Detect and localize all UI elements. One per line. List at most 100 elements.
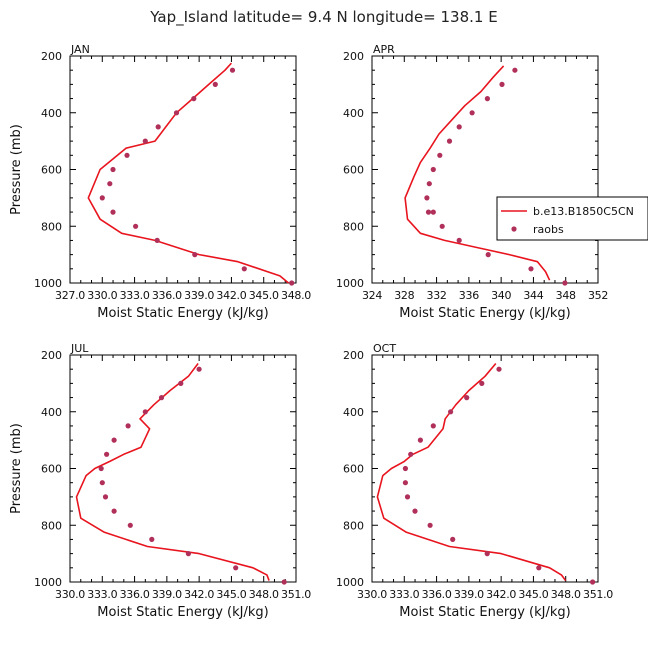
data-point-raobs — [408, 451, 414, 457]
data-point-raobs — [562, 280, 568, 286]
data-point-raobs — [142, 138, 148, 144]
data-point-raobs — [437, 152, 443, 158]
data-point-raobs — [450, 536, 456, 543]
plot-frame — [69, 354, 297, 583]
x-tick-label: 342.0 — [486, 588, 516, 601]
legend-raobs-swatch — [511, 226, 517, 232]
data-point-raobs — [448, 409, 454, 415]
data-point-raobs — [212, 81, 218, 87]
data-point-raobs — [417, 437, 423, 443]
data-point-raobs — [111, 508, 117, 514]
data-point-raobs — [402, 480, 408, 486]
data-point-raobs — [104, 451, 110, 457]
x-tick-label: 327.0 — [55, 289, 85, 302]
panel-title: JAN — [70, 43, 90, 56]
data-point-raobs — [133, 223, 139, 229]
x-tick-label: 339.0 — [184, 289, 214, 302]
y-tick-label: 200 — [343, 50, 364, 63]
data-point-raobs — [484, 96, 490, 102]
x-tick-label: 352 — [588, 289, 608, 302]
x-axis-label: Moist Static Energy (kJ/kg) — [97, 605, 268, 620]
y-tick-label: 200 — [41, 50, 62, 63]
y-tick-label: 200 — [343, 349, 364, 362]
data-point-raobs — [424, 195, 430, 201]
x-tick-label: 348.0 — [281, 289, 311, 302]
data-point-raobs — [402, 465, 408, 472]
data-point-raobs — [528, 266, 534, 272]
y-tick-label: 400 — [41, 107, 62, 120]
legend: b.e13.B1850C5CN raobs — [496, 196, 648, 241]
data-point-raobs — [158, 395, 165, 401]
legend-box — [496, 196, 648, 241]
data-point-raobs — [479, 380, 485, 386]
data-point-raobs — [185, 551, 191, 557]
data-point-raobs — [154, 237, 160, 243]
data-point-raobs — [456, 237, 462, 243]
y-tick-label: 600 — [41, 164, 62, 177]
x-tick-label: 344 — [523, 289, 543, 302]
x-tick-label: 332 — [427, 289, 447, 302]
data-point-raobs — [430, 166, 436, 173]
data-point-raobs — [425, 209, 432, 215]
y-tick-label: 400 — [343, 107, 364, 120]
y-tick-label: 600 — [41, 463, 62, 476]
y-tick-label: 200 — [41, 349, 62, 362]
data-point-raobs — [485, 252, 491, 258]
y-tick-label: 800 — [343, 220, 364, 233]
data-point-raobs — [229, 67, 236, 73]
data-point-raobs — [456, 124, 462, 130]
y-tick-label: 800 — [41, 220, 62, 233]
data-point-raobs — [590, 579, 596, 585]
data-point-raobs — [127, 522, 133, 528]
x-tick-label: 351.0 — [583, 588, 613, 601]
data-point-raobs — [196, 366, 202, 372]
x-tick-label: 339.0 — [454, 588, 484, 601]
x-tick-label: 333.0 — [389, 588, 419, 601]
data-point-raobs — [446, 138, 453, 144]
data-point-raobs — [412, 508, 418, 514]
y-tick-label: 1000 — [336, 576, 364, 589]
x-tick-label: 342.0 — [216, 289, 246, 302]
series-line-model — [75, 363, 270, 581]
data-point-raobs — [98, 465, 104, 472]
legend-model-label: b.e13.B1850C5CN — [533, 205, 634, 218]
data-point-raobs — [439, 223, 445, 229]
data-point-raobs — [110, 166, 116, 173]
data-point-raobs — [430, 209, 436, 215]
data-point-raobs — [107, 181, 113, 187]
x-axis-label: Moist Static Energy (kJ/kg) — [399, 605, 570, 620]
data-point-raobs — [149, 536, 155, 543]
series-line-model — [376, 362, 567, 582]
data-point-raobs — [512, 67, 518, 73]
data-point-raobs — [241, 266, 247, 272]
data-point-raobs — [124, 152, 130, 158]
data-point-raobs — [404, 494, 411, 500]
data-point-raobs — [142, 409, 148, 415]
x-tick-label: 328 — [394, 289, 414, 302]
series-line-model — [87, 62, 290, 284]
data-point-raobs — [430, 423, 436, 429]
y-tick-label: 800 — [41, 519, 62, 532]
y-tick-label: 400 — [343, 406, 364, 419]
x-tick-label: 348.0 — [249, 588, 279, 601]
data-point-raobs — [289, 280, 295, 286]
x-tick-label: 351.0 — [281, 588, 311, 601]
series-line-model — [404, 65, 551, 281]
figure-title: Yap_Island latitude= 9.4 N longitude= 13… — [149, 8, 497, 27]
data-point-raobs — [427, 522, 433, 528]
data-point-raobs — [99, 195, 105, 201]
panel-title: APR — [373, 43, 395, 56]
x-tick-label: 336.0 — [120, 588, 150, 601]
x-tick-label: 324 — [362, 289, 382, 302]
x-tick-label: 339.0 — [152, 588, 182, 601]
data-point-raobs — [173, 110, 180, 116]
y-axis-label: Pressure (mb) — [9, 423, 24, 514]
x-axis-label: Moist Static Energy (kJ/kg) — [97, 306, 268, 321]
data-point-raobs — [178, 380, 184, 386]
data-point-raobs — [99, 480, 105, 486]
panel-title: JUL — [70, 342, 89, 355]
